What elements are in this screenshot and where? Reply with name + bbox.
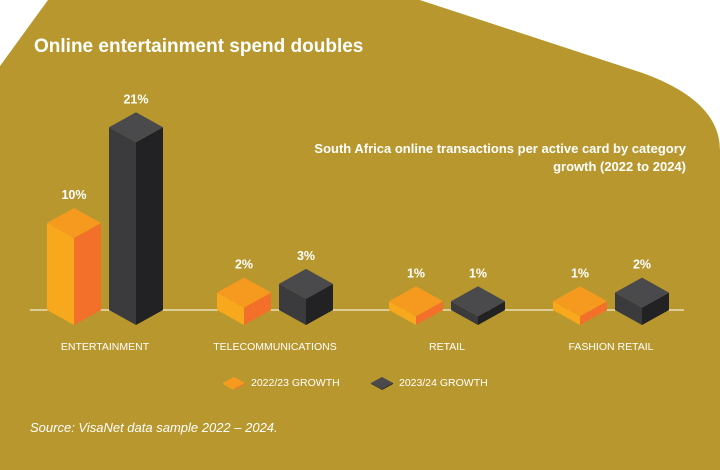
bar-side-face [416,301,443,325]
bar-2023-24-3: 2% [615,258,669,325]
bar-top-face [109,112,163,143]
data-label: 1% [407,266,425,280]
category-label: RETAIL [429,341,465,353]
bar-front-face [109,127,136,325]
bar-front-face [553,301,580,325]
bar-top-face [615,277,669,308]
category-label: TELECOMMUNICATIONS [213,341,336,353]
legend-item-2022-23: 2022/23 GROWTH [222,375,340,391]
bar-2022-23-2: 1% [389,266,443,325]
bar-2022-23-0: 10% [47,188,101,325]
bar-top-face [279,268,333,299]
bar-side-face [136,127,163,325]
bar-side-face [478,301,505,325]
bar-side-face [306,283,333,325]
legend-label-2022-23: 2022/23 GROWTH [251,377,340,389]
bar-top-face [451,286,505,317]
bar-front-face [217,292,244,325]
bar-front-face [615,292,642,325]
legend-label-2023-24: 2023/24 GROWTH [399,377,488,389]
bar-top-face [47,208,101,238]
bar-2023-24-1: 3% [279,249,333,325]
data-label: 3% [297,249,315,263]
bar-front-face [389,301,416,325]
data-label: 10% [61,188,86,202]
bar-front-face [451,301,478,325]
bar-2023-24-0: 21% [109,92,163,325]
white-corner-wedge [420,0,720,150]
chart-title: Online entertainment spend doubles [34,36,364,57]
bar-top-face [389,286,443,317]
bar-side-face [580,301,607,325]
bar-2022-23-3: 1% [553,266,607,325]
source-note: Source: VisaNet data sample 2022 – 2024. [30,420,278,435]
chart-subtitle: South Africa online transactions per act… [314,141,686,174]
bar-2023-24-2: 1% [451,266,505,325]
data-label: 21% [123,92,148,106]
category-label: FASHION RETAIL [569,341,654,353]
data-label: 1% [469,266,487,280]
data-label: 1% [571,266,589,280]
bar-top-face [217,277,271,308]
data-label: 2% [235,258,253,272]
data-label: 2% [633,258,651,272]
bar-top-face [553,286,607,317]
bar-2022-23-1: 2% [217,258,271,325]
legend-swatch-orange [223,377,245,390]
bar-side-face [244,292,271,325]
legend-item-2023-24: 2023/24 GROWTH [370,375,488,391]
bar-side-face [74,223,101,325]
bar-front-face [47,223,74,325]
bar-front-face [279,283,306,325]
legend-swatch-black [371,377,393,390]
bar-side-face [642,292,669,325]
category-label: ENTERTAINMENT [61,341,150,353]
